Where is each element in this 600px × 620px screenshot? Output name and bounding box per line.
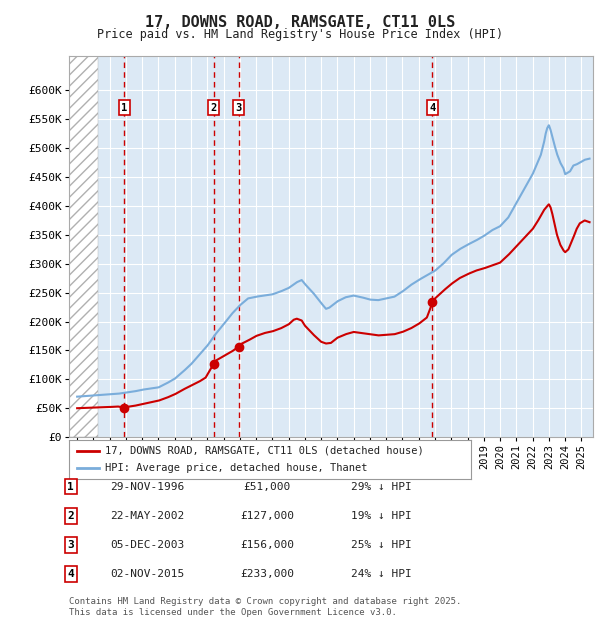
Text: 02-NOV-2015: 02-NOV-2015 bbox=[110, 569, 184, 579]
Text: 17, DOWNS ROAD, RAMSGATE, CT11 0LS: 17, DOWNS ROAD, RAMSGATE, CT11 0LS bbox=[145, 15, 455, 30]
Text: 2: 2 bbox=[211, 103, 217, 113]
Text: 19% ↓ HPI: 19% ↓ HPI bbox=[350, 511, 412, 521]
Text: HPI: Average price, detached house, Thanet: HPI: Average price, detached house, Than… bbox=[105, 463, 368, 473]
Text: £156,000: £156,000 bbox=[240, 540, 294, 550]
Text: 29% ↓ HPI: 29% ↓ HPI bbox=[350, 482, 412, 492]
Text: 4: 4 bbox=[67, 569, 74, 579]
Text: 22-MAY-2002: 22-MAY-2002 bbox=[110, 511, 184, 521]
Text: 17, DOWNS ROAD, RAMSGATE, CT11 0LS (detached house): 17, DOWNS ROAD, RAMSGATE, CT11 0LS (deta… bbox=[105, 446, 424, 456]
Text: Contains HM Land Registry data © Crown copyright and database right 2025.
This d: Contains HM Land Registry data © Crown c… bbox=[69, 598, 461, 617]
Text: 2: 2 bbox=[67, 511, 74, 521]
Text: 3: 3 bbox=[235, 103, 242, 113]
Text: 25% ↓ HPI: 25% ↓ HPI bbox=[350, 540, 412, 550]
Text: £51,000: £51,000 bbox=[244, 482, 290, 492]
Text: 1: 1 bbox=[121, 103, 128, 113]
Text: £127,000: £127,000 bbox=[240, 511, 294, 521]
Text: 24% ↓ HPI: 24% ↓ HPI bbox=[350, 569, 412, 579]
Text: 05-DEC-2003: 05-DEC-2003 bbox=[110, 540, 184, 550]
Text: 4: 4 bbox=[429, 103, 436, 113]
Text: 1: 1 bbox=[67, 482, 74, 492]
Bar bbox=[69, 56, 98, 437]
Text: £233,000: £233,000 bbox=[240, 569, 294, 579]
Text: 3: 3 bbox=[67, 540, 74, 550]
Text: 29-NOV-1996: 29-NOV-1996 bbox=[110, 482, 184, 492]
Text: Price paid vs. HM Land Registry's House Price Index (HPI): Price paid vs. HM Land Registry's House … bbox=[97, 28, 503, 40]
